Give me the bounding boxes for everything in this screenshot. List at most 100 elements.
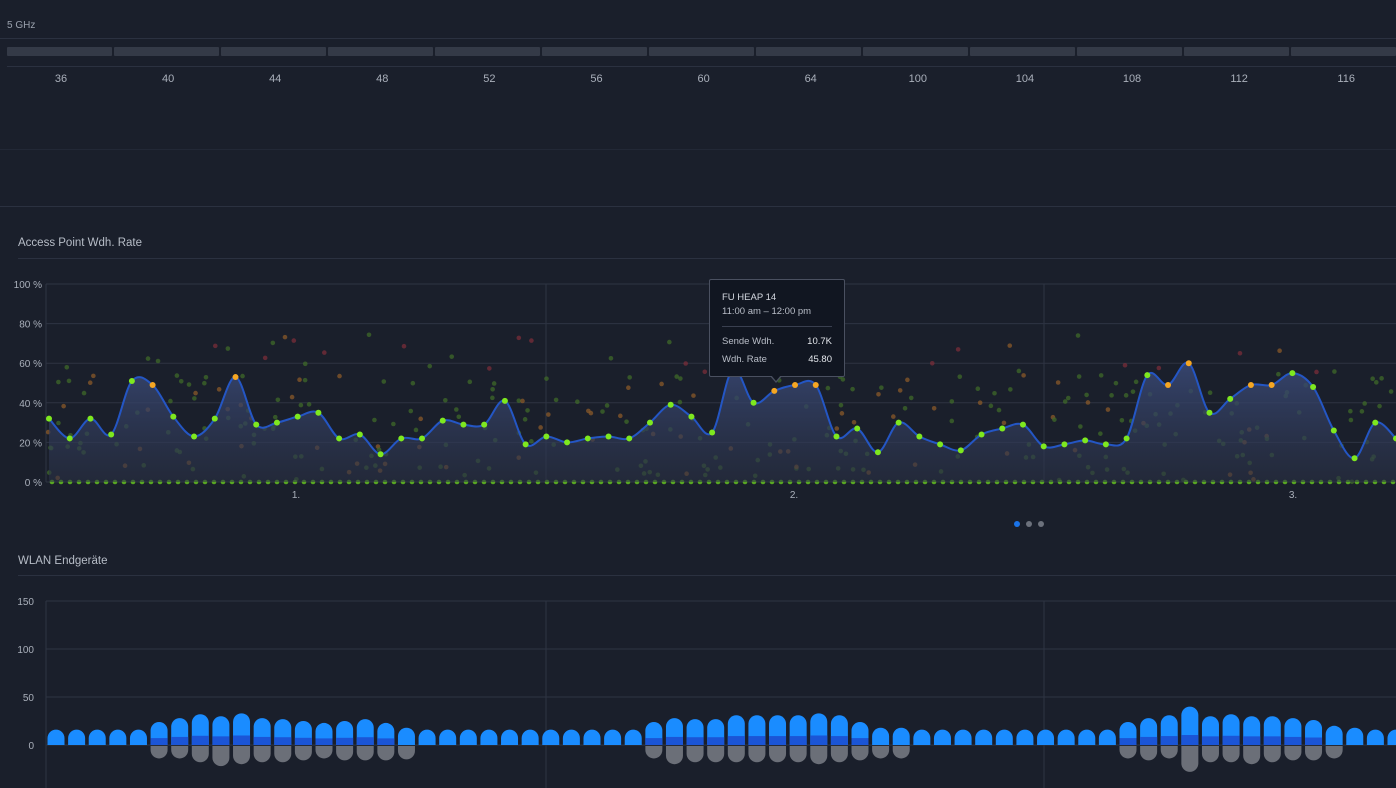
client-bar-negative[interactable] [645,746,662,758]
rate-point[interactable] [1289,370,1295,376]
rate-point[interactable] [564,439,570,445]
client-bar[interactable] [1058,730,1075,745]
client-bar-negative[interactable] [687,746,704,762]
rate-point[interactable] [419,435,425,441]
rate-point[interactable] [647,420,653,426]
client-bar-negative[interactable] [748,746,765,762]
client-bar-negative[interactable] [274,746,291,762]
rate-point[interactable] [958,447,964,453]
client-bar-negative[interactable] [810,746,827,764]
rate-point[interactable] [688,414,694,420]
rate-point[interactable] [1331,428,1337,434]
rate-point[interactable] [357,431,363,437]
client-bar[interactable] [398,728,415,745]
client-bar-negative[interactable] [316,746,333,758]
rate-point[interactable] [1103,441,1109,447]
client-bar-negative[interactable] [872,746,889,758]
client-bar-negative[interactable] [1243,746,1260,764]
client-bar[interactable] [130,730,147,745]
rate-point[interactable] [854,426,860,432]
rate-point[interactable] [129,378,135,384]
client-bar[interactable] [439,730,456,745]
rate-point[interactable] [543,433,549,439]
rate-point[interactable] [896,420,902,426]
client-bar[interactable] [604,730,621,745]
rate-point[interactable] [1206,410,1212,416]
rate-point[interactable] [916,433,922,439]
client-bar-negative[interactable] [192,746,209,762]
client-bar[interactable] [934,730,951,745]
rate-point[interactable] [67,435,73,441]
rate-point[interactable] [833,433,839,439]
rate-point[interactable] [1310,384,1316,390]
pager-dot[interactable] [1038,521,1044,527]
rate-point[interactable] [709,430,715,436]
pager-dot[interactable] [1014,521,1020,527]
client-bar-negative[interactable] [769,746,786,762]
rate-point[interactable] [1061,441,1067,447]
client-bar[interactable] [996,730,1013,745]
rate-point[interactable] [212,416,218,422]
client-bar[interactable] [501,730,518,745]
rate-point[interactable] [1020,422,1026,428]
client-bar[interactable] [913,730,930,745]
rate-point[interactable] [1248,382,1254,388]
rate-point[interactable] [626,435,632,441]
client-bar-negative[interactable] [1284,746,1301,760]
client-bar[interactable] [1326,726,1343,745]
rate-point[interactable] [585,435,591,441]
client-bar[interactable] [1037,730,1054,745]
rate-point[interactable] [253,422,259,428]
client-bar[interactable] [1346,728,1363,745]
rate-point[interactable] [440,418,446,424]
rate-point[interactable] [751,400,757,406]
client-bar-negative[interactable] [151,746,168,758]
rate-point[interactable] [108,431,114,437]
rate-point[interactable] [502,398,508,404]
client-bar[interactable] [1016,730,1033,745]
rate-point[interactable] [813,382,819,388]
rate-point[interactable] [999,426,1005,432]
rate-point[interactable] [233,374,239,380]
client-bar-negative[interactable] [1326,746,1343,758]
client-bar-negative[interactable] [1140,746,1157,760]
client-bar[interactable] [48,730,65,745]
rate-point[interactable] [1144,372,1150,378]
rate-point[interactable] [191,433,197,439]
rate-point[interactable] [523,441,529,447]
client-bar-negative[interactable] [295,746,312,760]
client-bar[interactable] [109,730,126,745]
rate-point[interactable] [460,422,466,428]
rate-point[interactable] [336,435,342,441]
client-bar-negative[interactable] [377,746,394,760]
client-bar-negative[interactable] [254,746,271,762]
rate-point[interactable] [1186,360,1192,366]
rate-point[interactable] [1124,435,1130,441]
client-bar[interactable] [625,730,642,745]
rate-point[interactable] [1269,382,1275,388]
client-bar-negative[interactable] [1181,746,1198,772]
rate-point[interactable] [792,382,798,388]
client-bar[interactable] [1388,730,1396,745]
rate-point[interactable] [170,414,176,420]
client-bar-negative[interactable] [893,746,910,758]
rate-point[interactable] [668,402,674,408]
client-bar[interactable] [1367,730,1384,745]
client-bar-negative[interactable] [212,746,229,766]
client-bar-negative[interactable] [728,746,745,762]
client-bar[interactable] [872,728,889,745]
rate-point[interactable] [295,414,301,420]
rate-point[interactable] [1227,396,1233,402]
rate-point[interactable] [875,449,881,455]
client-bar[interactable] [563,730,580,745]
client-bar-negative[interactable] [336,746,353,760]
client-bar[interactable] [1078,730,1095,745]
client-bar[interactable] [975,730,992,745]
client-bar-negative[interactable] [357,746,374,760]
client-bar-negative[interactable] [707,746,724,762]
rate-point[interactable] [315,410,321,416]
client-bar-negative[interactable] [852,746,869,760]
client-bar-negative[interactable] [666,746,683,764]
rate-point[interactable] [1165,382,1171,388]
client-bar[interactable] [460,730,477,745]
